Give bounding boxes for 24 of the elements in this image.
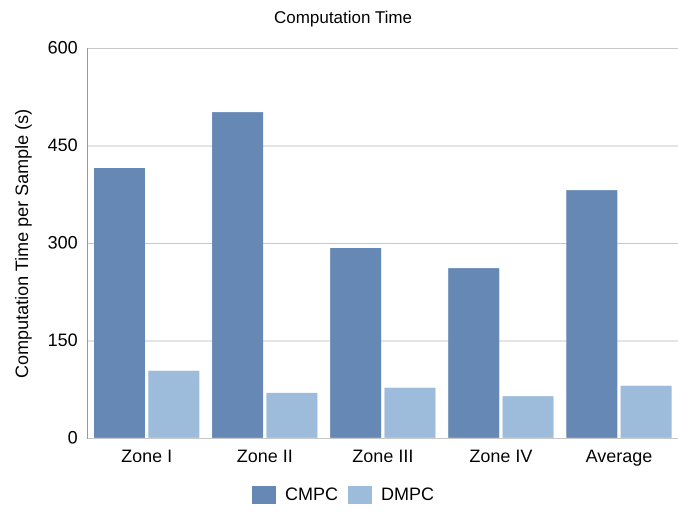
bar	[620, 386, 672, 438]
x-tick-label: Zone II	[236, 446, 293, 466]
bar	[330, 248, 382, 438]
bar	[566, 190, 618, 438]
y-tick-label: 0	[68, 427, 78, 448]
x-tick-label: Zone IV	[469, 446, 532, 466]
y-tick-label: 450	[48, 134, 78, 155]
bar	[148, 370, 200, 438]
y-tick-label: 150	[48, 330, 78, 350]
bar	[502, 396, 554, 438]
x-tick-label: Zone I	[121, 446, 172, 466]
y-tick-label: 600	[48, 37, 78, 58]
chart-title: Computation Time	[274, 8, 412, 27]
x-tick-label: Zone III	[352, 446, 414, 466]
y-axis-title: Computation Time per Sample (s)	[12, 108, 32, 378]
bar	[448, 268, 500, 438]
bar	[266, 392, 318, 438]
bar	[94, 168, 146, 438]
legend-label: CMPC	[285, 484, 338, 504]
y-tick-label: 300	[48, 232, 78, 252]
x-tick-label: Average	[586, 446, 652, 466]
bar	[384, 388, 436, 438]
legend-label: DMPC	[381, 484, 434, 504]
bar	[212, 112, 264, 438]
